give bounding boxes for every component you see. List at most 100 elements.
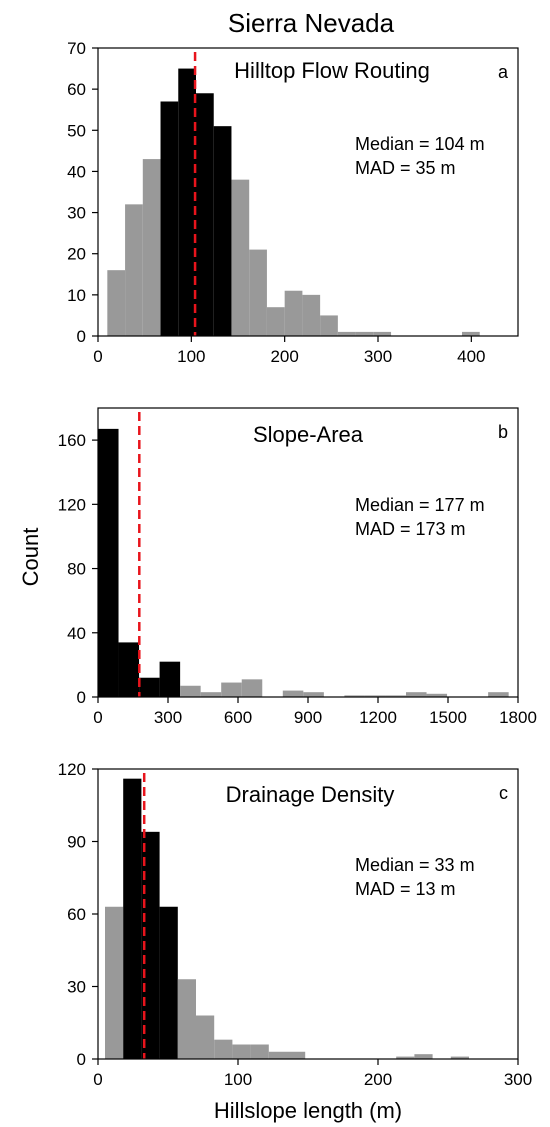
panel-title: Drainage Density: [226, 782, 395, 807]
x-tick-label: 1500: [429, 708, 467, 727]
histogram-bar: [141, 831, 160, 1059]
histogram-bar: [284, 290, 303, 336]
histogram-bar: [159, 906, 178, 1059]
histogram-bar: [249, 249, 267, 336]
y-axis-label: Count: [18, 528, 43, 587]
histogram-bar: [178, 68, 196, 336]
y-tick-label: 60: [67, 905, 86, 924]
histogram-bar: [414, 1054, 433, 1059]
histogram-bar: [139, 677, 160, 697]
histogram-bar: [180, 685, 201, 697]
histogram-bar: [287, 1051, 306, 1059]
histogram-bar: [250, 1044, 269, 1059]
panel-letter: a: [498, 62, 509, 82]
histogram-bar: [213, 126, 232, 336]
y-tick-label: 50: [67, 121, 86, 140]
y-tick-label: 80: [67, 560, 86, 579]
histogram-bar: [462, 331, 480, 336]
x-tick-label: 900: [294, 708, 322, 727]
stat-annotation: MAD = 13 m: [355, 879, 456, 899]
y-tick-label: 120: [58, 495, 86, 514]
x-tick-label: 100: [224, 1070, 252, 1089]
panel-title: Hilltop Flow Routing: [234, 58, 430, 83]
y-tick-label: 30: [67, 978, 86, 997]
figure-title: Sierra Nevada: [228, 8, 395, 38]
histogram-bar: [123, 778, 142, 1059]
x-tick-label: 0: [93, 708, 102, 727]
stat-annotation: MAD = 35 m: [355, 158, 456, 178]
histogram-bar: [118, 642, 140, 697]
y-tick-label: 0: [77, 327, 86, 346]
histogram-bar: [214, 1039, 233, 1059]
y-tick-label: 160: [58, 431, 86, 450]
plot-frame: [97, 47, 519, 337]
panel-b: 0 300 600 900 1200 1500 1800 0 40 80 120 160 Slope-A…: [58, 407, 537, 727]
stat-annotation: Median = 104 m: [355, 134, 485, 154]
stat-annotation: Median = 177 m: [355, 495, 485, 515]
x-tick-label: 600: [224, 708, 252, 727]
histogram-bar: [107, 270, 126, 336]
histogram-bar: [142, 159, 161, 336]
histogram-bar: [221, 682, 242, 697]
histogram-bar: [373, 331, 392, 336]
x-tick-label: 300: [154, 708, 182, 727]
x-tick-label: 300: [504, 1070, 532, 1089]
x-tick-label: 0: [93, 1070, 102, 1089]
histogram-bar: [344, 695, 365, 697]
y-tick-label: 90: [67, 833, 86, 852]
x-tick-label: 400: [457, 347, 485, 366]
y-tick-label: 30: [67, 204, 86, 223]
histogram-bar: [159, 661, 181, 697]
histogram-bar: [396, 1056, 415, 1059]
y-tick-label: 40: [67, 624, 86, 643]
histogram-bar: [160, 101, 179, 337]
x-tick-label: 200: [364, 1070, 392, 1089]
y-tick-label: 120: [58, 760, 86, 779]
histogram-bar: [241, 679, 263, 697]
histogram-bar: [282, 690, 304, 697]
y-tick-label: 60: [67, 80, 86, 99]
histogram-bar: [364, 695, 386, 697]
histogram-bar: [355, 331, 374, 336]
x-tick-label: 200: [270, 347, 298, 366]
histogram-bar: [488, 692, 509, 697]
histogram-bar: [268, 1051, 287, 1059]
histogram-bar: [266, 307, 285, 336]
histogram-bar: [320, 315, 338, 336]
plot-frame: [97, 407, 519, 698]
histogram-bar: [337, 331, 356, 336]
panel-a: 0 100 200 300 400 0 10 20 30 40 50 60 70 Hilltop Flow…: [67, 39, 519, 366]
y-tick-label: 0: [77, 1050, 86, 1069]
y-tick-label: 70: [67, 39, 86, 58]
histogram-bar: [302, 294, 321, 336]
histogram-bar: [200, 692, 222, 697]
panel-letter: c: [499, 783, 508, 803]
histogram-bar: [177, 979, 196, 1059]
histogram-bar: [98, 428, 119, 697]
histogram-bar: [196, 1015, 215, 1059]
histogram-bar: [232, 1044, 251, 1059]
stat-annotation: Median = 33 m: [355, 855, 475, 875]
panel-title: Slope-Area: [253, 422, 364, 447]
y-tick-label: 0: [77, 688, 86, 707]
histogram-bar: [450, 1056, 469, 1059]
y-tick-label: 40: [67, 162, 86, 181]
panel-c: 0 100 200 300 0 30 60 90 120 Drainage Density c Med…: [58, 760, 533, 1089]
histogram-bar: [105, 906, 124, 1059]
histogram-bar: [385, 695, 406, 697]
histogram-bar: [406, 692, 427, 697]
x-tick-label: 1800: [499, 708, 537, 727]
histogram-bar: [196, 93, 214, 336]
panel-letter: b: [498, 422, 508, 442]
x-axis-label: Hillslope length (m): [214, 1098, 402, 1123]
histogram-bar: [303, 692, 324, 697]
x-tick-label: 0: [93, 347, 102, 366]
y-tick-label: 20: [67, 245, 86, 264]
stat-annotation: MAD = 173 m: [355, 519, 466, 539]
histogram-bar: [125, 204, 143, 336]
x-tick-label: 300: [364, 347, 392, 366]
x-tick-label: 1200: [359, 708, 397, 727]
y-tick-label: 10: [67, 286, 86, 305]
x-tick-label: 100: [177, 347, 205, 366]
